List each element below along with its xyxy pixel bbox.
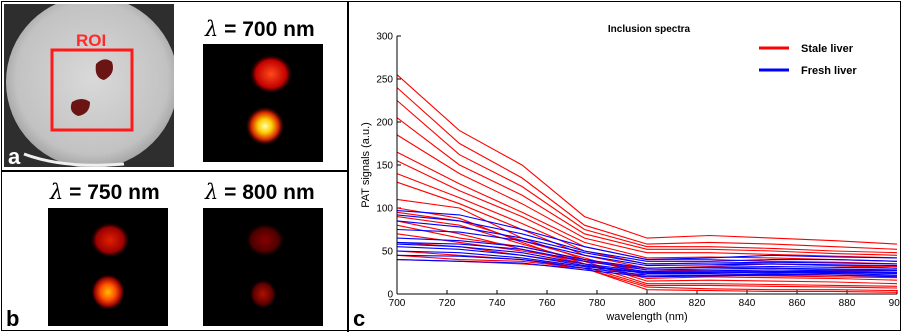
panel-letter-b: b: [6, 306, 20, 331]
panel-letter-a: a: [8, 144, 21, 169]
wavelength-label-800: λ = 800 nm: [205, 180, 315, 205]
panel-divider-vertical: [347, 1, 349, 332]
stale-liver-line: [396, 250, 898, 289]
fresh-liver-line: [396, 237, 898, 269]
stale-liver-line: [396, 207, 898, 281]
stale-liver-line: [396, 254, 898, 292]
fresh-liver-line: [396, 250, 898, 274]
fresh-liver-line: [396, 228, 898, 267]
y-tick-label: 50: [382, 247, 394, 258]
stale-liver-line: [396, 100, 898, 254]
panel-letter-c: c: [353, 306, 366, 331]
x-tick-label: 780: [589, 298, 606, 309]
x-tick-label: 820: [689, 298, 706, 309]
y-tick-label: 200: [376, 118, 393, 129]
x-tick-label: 700: [389, 298, 406, 309]
x-axis-label: wavelength (nm): [605, 311, 687, 323]
pat-image-700: [203, 44, 323, 162]
stale-liver-line: [396, 87, 898, 250]
chart-title: Inclusion spectra: [608, 24, 691, 35]
fresh-liver-line: [396, 259, 898, 278]
y-axis-label: PAT signals (a.u.): [360, 122, 372, 208]
x-tick-label: 840: [739, 298, 756, 309]
wavelength-text: = 750 nm: [63, 181, 160, 204]
pat-image-750-drawing: [90, 222, 130, 310]
lambda-symbol: λ: [205, 180, 219, 204]
y-tick-label: 150: [376, 161, 393, 172]
sample-photo: ROI: [4, 4, 174, 167]
lambda-symbol: λ: [205, 17, 219, 41]
sample-photo-drawing: ROI: [4, 4, 174, 167]
petri-dish: [6, 4, 174, 167]
x-tick-label: 880: [839, 298, 856, 309]
x-tick-label: 740: [489, 298, 506, 309]
x-tick-label: 860: [789, 298, 806, 309]
x-tick-label: 800: [639, 298, 656, 309]
pat-image-750: [48, 208, 168, 326]
stale-liver-line: [396, 216, 898, 285]
y-tick-label: 250: [376, 75, 393, 86]
stale-liver-line: [396, 151, 898, 262]
fresh-liver-line: [396, 220, 898, 265]
liver-sample-top: [95, 59, 113, 80]
fresh-liver-line: [396, 210, 898, 261]
roi-label: ROI: [76, 31, 106, 50]
x-tick-label: 760: [539, 298, 556, 309]
stale-liver-line: [396, 74, 898, 245]
wavelength-label-700: λ = 700 nm: [205, 17, 315, 42]
lambda-symbol: λ: [50, 180, 64, 204]
wavelength-label-750: λ = 750 nm: [50, 180, 160, 205]
x-tick-label: 720: [439, 298, 456, 309]
series-lines: [396, 74, 898, 293]
panel-divider-horizontal: [1, 170, 348, 172]
y-tick-label: 100: [376, 204, 393, 215]
spectra-chart: Inclusion spectra 0 50 100 150 200 250 300 700…: [360, 24, 901, 323]
fresh-liver-line: [396, 254, 898, 276]
fresh-liver-line: [396, 241, 898, 271]
liver-sample-bottom: [70, 99, 90, 116]
x-tick-label: 900: [889, 298, 901, 309]
roi-box: [50, 48, 134, 132]
legend-label: Stale liver: [801, 43, 854, 55]
wavelength-text: = 800 nm: [218, 181, 315, 204]
legend: Stale liver Fresh liver: [759, 43, 857, 77]
stale-liver-line: [396, 134, 898, 259]
stale-liver-line: [396, 220, 898, 287]
legend-label: Fresh liver: [801, 65, 857, 77]
y-tick-label: 0: [387, 290, 393, 301]
fresh-liver-line: [396, 214, 898, 262]
pat-image-700-drawing: [245, 54, 293, 146]
stale-liver-line: [396, 117, 898, 256]
fresh-liver-line: [396, 246, 898, 274]
fresh-liver-line: [396, 243, 897, 273]
y-tick-label: 300: [376, 32, 393, 43]
pat-image-800: [203, 208, 323, 326]
wavelength-text: = 700 nm: [218, 18, 315, 41]
x-axis: 700 720 740 760 780 800 820 840 860 880 900: [389, 290, 901, 309]
pat-image-800-drawing: [245, 223, 285, 309]
